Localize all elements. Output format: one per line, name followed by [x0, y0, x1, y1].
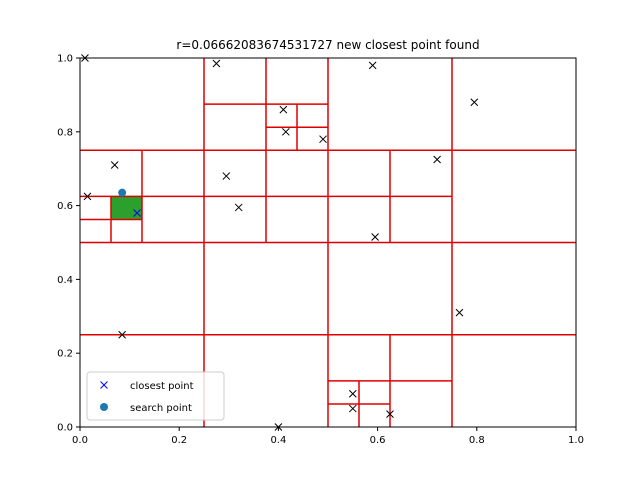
legend-search-point-marker: [100, 403, 108, 411]
data-point-7: [110, 161, 119, 169]
data-point-11: [234, 203, 243, 212]
data-point-15: [348, 389, 357, 398]
data-point-1: [212, 59, 221, 68]
chart-title: r=0.06662083674531727 new closest point …: [176, 38, 479, 52]
data-point-16: [348, 404, 357, 413]
legend-closest-point-marker: [100, 381, 108, 389]
data-point-14: [118, 330, 127, 339]
y-tick-label-0: 0.0: [57, 423, 73, 434]
data-point-17: [386, 410, 394, 418]
y-tick-label-3: 0.6: [57, 201, 73, 212]
legend-search-point-label: search point: [130, 403, 192, 414]
data-point-6: [319, 135, 327, 144]
y-tick-label-1: 0.2: [57, 349, 73, 360]
closest-point-marker: [133, 209, 141, 217]
data-point-4: [279, 105, 288, 114]
x-tick-label-0: 0.0: [72, 435, 88, 446]
x-tick-label-5: 1.0: [568, 435, 584, 446]
search-region-box: [111, 196, 142, 220]
data-point-12: [371, 233, 379, 241]
axes-frame: [79, 57, 577, 428]
legend-closest-point-label: closest point: [130, 381, 194, 392]
search-point-marker: [118, 188, 127, 197]
data-point-8: [433, 155, 441, 164]
data-point-2: [368, 61, 377, 70]
data-point-3: [470, 98, 479, 107]
data-point-13: [455, 308, 464, 317]
data-point-5: [281, 127, 290, 136]
y-tick-label-2: 0.4: [57, 275, 73, 286]
data-point-9: [222, 172, 231, 180]
x-tick-label-1: 0.2: [171, 435, 187, 446]
data-point-10: [83, 192, 92, 201]
legend-box: [86, 371, 225, 421]
plot-area: 0.0 0.2 0.4 0.6 0.8 1.0 0.0 0.2 0.4 0.6 0.8 1.0 clos…: [57, 54, 584, 447]
y-tick-label-4: 0.8: [57, 127, 73, 138]
x-tick-label-2: 0.4: [270, 435, 286, 446]
x-tick-label-4: 0.8: [469, 435, 485, 446]
y-tick-label-5: 1.0: [57, 54, 73, 65]
x-tick-label-3: 0.6: [370, 435, 386, 446]
